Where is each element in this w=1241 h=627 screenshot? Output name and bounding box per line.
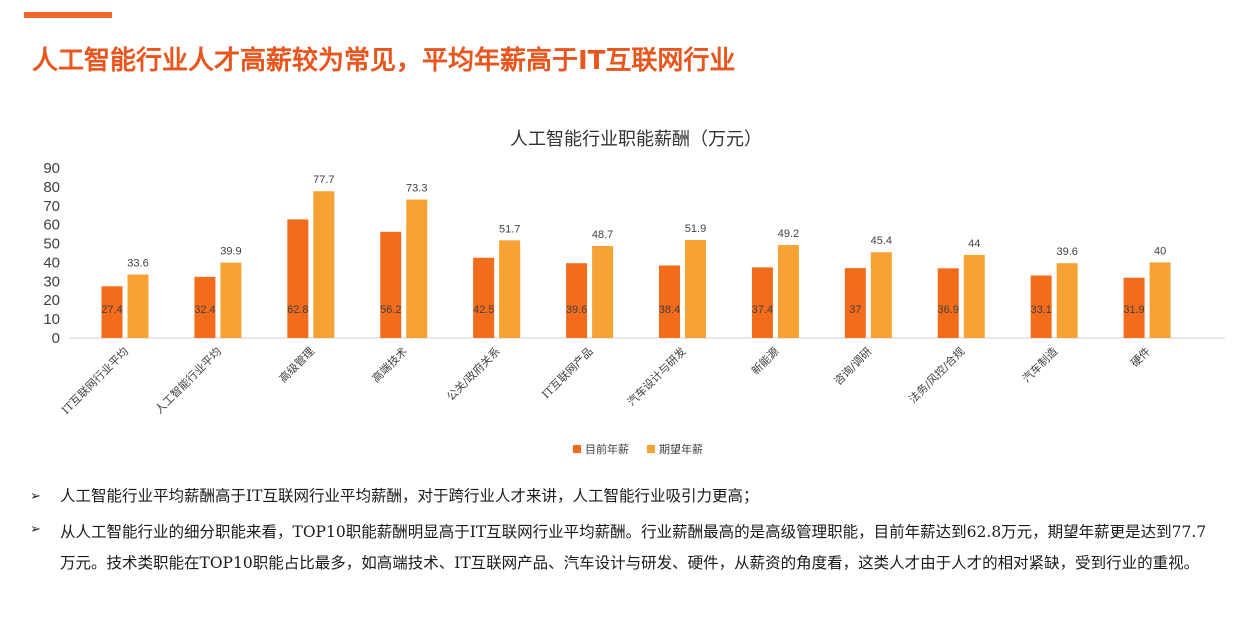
bar-expected-salary: [406, 199, 428, 338]
bar-current-salary: [194, 276, 216, 338]
legend-label-expected: 期望年薪: [659, 442, 703, 456]
y-tick-label: 90: [43, 160, 60, 177]
data-label-expected: 51.7: [499, 223, 520, 235]
bar-current-salary: [659, 265, 680, 338]
bar-expected-salary: [127, 274, 149, 338]
legend-label-current: 目前年薪: [585, 442, 629, 456]
bullet-text: 人工智能行业平均薪酬高于IT互联网行业平均薪酬，对于跨行业人才来讲，人工智能行业…: [60, 487, 759, 505]
data-label-current: 56.2: [380, 304, 401, 316]
bar-current-salary: [844, 268, 866, 338]
data-label-expected: 39.9: [220, 246, 241, 258]
y-tick-label: 40: [43, 254, 60, 271]
top-accent-bar: [24, 12, 112, 18]
bar-expected-salary: [870, 252, 892, 338]
x-axis-labels: IT互联网行业平均 人工智能行业平均 高级管理 高端技术 公关/政府关系 IT互联网产品汽…: [59, 344, 1153, 417]
data-label-current: 39.6: [566, 304, 587, 316]
data-label-expected: 33.6: [127, 258, 148, 270]
data-label-expected: 77.7: [313, 174, 334, 186]
bar-expected-salary: [499, 240, 521, 338]
legend-swatch-expected: [647, 445, 655, 453]
bullet-item: ➢ 从人工智能行业的细分职能来看，TOP10职能薪酬明显高于IT互联网行业平均薪…: [30, 517, 1220, 579]
bullet-text: 从人工智能行业的细分职能来看，TOP10职能薪酬明显高于IT互联网行业平均薪酬。…: [60, 523, 1207, 572]
bar-current-salary: [751, 267, 773, 338]
data-label-expected: 73.3: [406, 183, 427, 195]
y-tick-label: 50: [43, 236, 60, 253]
bar-expected-salary: [1149, 262, 1171, 338]
y-tick-label: 80: [43, 179, 60, 196]
data-label-expected: 49.2: [778, 228, 799, 240]
data-label-current: 31.9: [1123, 304, 1144, 316]
bar-current-salary: [380, 231, 402, 338]
x-tick-label: IT互联网行业平均: [59, 345, 131, 417]
data-label-expected: 45.4: [871, 235, 892, 247]
page-headline: 人工智能行业人才高薪较为常见，平均年薪高于IT互联网行业: [32, 46, 736, 76]
data-label-current: 37.4: [752, 304, 773, 316]
bar-current-salary: [287, 219, 309, 338]
y-tick-label: 20: [43, 292, 60, 309]
data-label-current: 36.9: [938, 304, 959, 316]
data-label-expected: 51.9: [685, 223, 706, 235]
y-tick-label: 0: [52, 330, 60, 347]
data-label-current: 38.4: [659, 304, 680, 316]
y-tick-label: 70: [43, 198, 60, 215]
bar-expected-salary: [963, 254, 985, 338]
bar-current-salary: [473, 257, 495, 338]
x-tick-label: 汽车设计与研发: [624, 344, 688, 408]
x-tick-label: 公关/政府关系: [444, 344, 503, 403]
data-label-current: 32.4: [194, 304, 215, 316]
data-label-current: 62.8: [287, 304, 308, 316]
bar-current-salary: [101, 286, 123, 338]
y-tick-label: 10: [43, 311, 60, 328]
bullet-arrow-icon: ➢: [30, 489, 41, 504]
data-label-expected: 40: [1154, 245, 1166, 257]
bar-expected-salary: [313, 191, 335, 338]
x-tick-label: 硬件: [1128, 345, 1153, 370]
x-tick-label: 人工智能行业平均: [152, 344, 224, 416]
x-tick-label: 法务/风控/合规: [906, 344, 968, 406]
chart-legend: 目前年薪 期望年薪: [573, 442, 703, 456]
x-tick-label: 咨询/调研: [831, 344, 875, 388]
summary-bullets: ➢ 人工智能行业平均薪酬高于IT互联网行业平均薪酬，对于跨行业人才来讲，人工智能…: [30, 484, 1220, 587]
data-label-expected: 48.7: [592, 229, 613, 241]
bullet-arrow-icon: ➢: [30, 522, 41, 537]
data-label-expected: 39.6: [1056, 246, 1077, 258]
bar-expected-salary: [220, 262, 242, 338]
x-tick-label: IT互联网产品: [539, 344, 596, 401]
data-label-current: 42.5: [473, 304, 494, 316]
data-label-expected: 44: [968, 238, 980, 250]
x-tick-label: 汽车制造: [1019, 344, 1060, 385]
bar-current-salary: [1123, 277, 1145, 338]
x-tick-label: 高级管理: [276, 344, 317, 385]
y-tick-label: 60: [43, 217, 60, 234]
x-tick-label: 高端技术: [369, 344, 410, 385]
y-tick-label: 30: [43, 273, 60, 290]
chart-title: 人工智能行业职能薪酬（万元）: [510, 129, 762, 150]
legend-swatch-current: [573, 445, 581, 453]
bar-expected-salary: [1056, 263, 1078, 338]
bar-expected-salary: [685, 239, 706, 338]
data-label-current: 33.1: [1030, 304, 1051, 316]
bar-current-salary: [566, 263, 588, 338]
bar-current-salary: [937, 268, 959, 338]
bar-expected-salary: [592, 246, 614, 338]
bar-expected-salary: [777, 245, 799, 338]
bullet-item: ➢ 人工智能行业平均薪酬高于IT互联网行业平均薪酬，对于跨行业人才来讲，人工智能…: [30, 484, 1220, 509]
data-label-current: 37: [849, 304, 861, 316]
data-label-current: 27.4: [101, 304, 122, 316]
x-tick-label: 新能源: [748, 344, 781, 377]
bar-current-salary: [1030, 275, 1052, 338]
bars-layer: 27.4 33.6 32.4 39.9 62.8 77.7 56.2 73.3 42.5 51.7…: [101, 174, 1171, 338]
